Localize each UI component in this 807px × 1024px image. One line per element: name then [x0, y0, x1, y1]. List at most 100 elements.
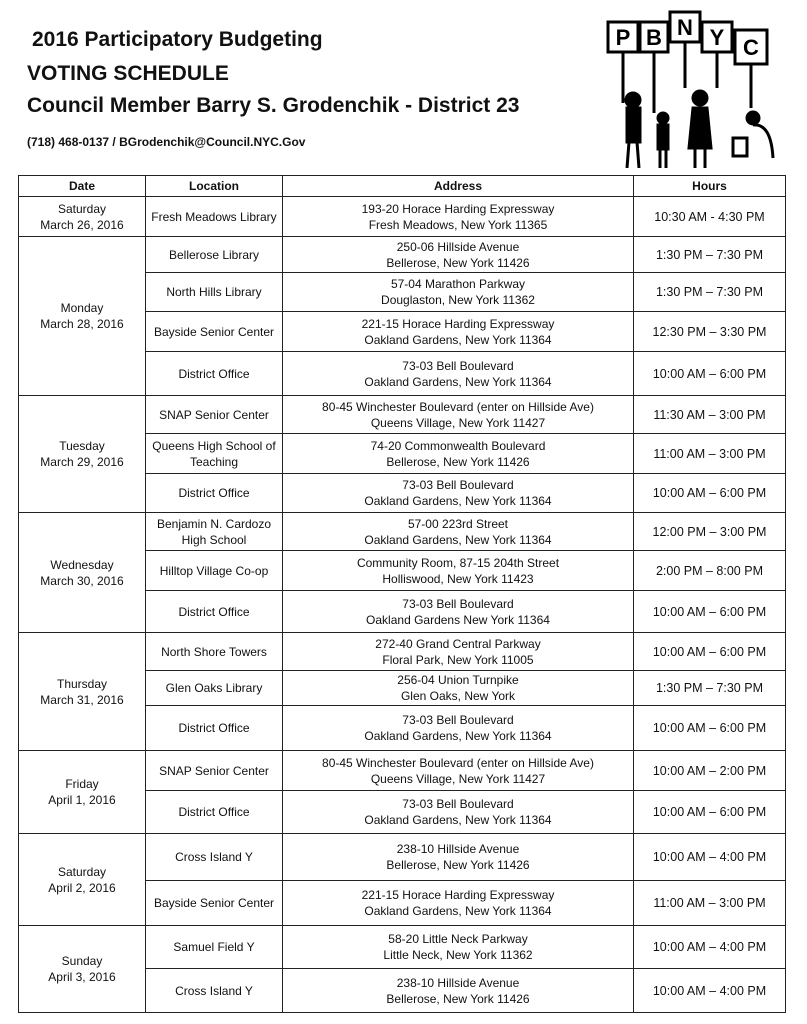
address-cell: 256-04 Union Turnpike Glen Oaks, New York: [282, 670, 634, 706]
date-cell: Tuesday March 29, 2016: [18, 395, 146, 513]
address-line-2: Oakland Gardens, New York 11364: [364, 813, 552, 827]
address-cell: 73-03 Bell Boulevard Oakland Gardens, New…: [282, 351, 634, 396]
address-line-2: Oakland Gardens, New York 11364: [364, 494, 552, 508]
address-line-1: 73-03 Bell Boulevard: [402, 713, 514, 727]
svg-text:N: N: [677, 15, 693, 40]
date: March 28, 2016: [40, 317, 124, 331]
location-cell: Glen Oaks Library: [145, 670, 283, 706]
table-row: North Hills Library 57-04 Marathon Parkwa…: [19, 272, 786, 312]
location-cell: SNAP Senior Center: [145, 395, 283, 434]
address-cell: 57-04 Marathon Parkway Douglaston, New Yo…: [282, 272, 634, 312]
table-row: District Office 73-03 Bell Boulevard Oakla…: [19, 590, 786, 633]
table-row: Hilltop Village Co-op Community Room, 87-…: [19, 550, 786, 591]
table-row: Cross Island Y 238-10 Hillside Avenue Bell…: [19, 968, 786, 1013]
location-cell: Benjamin N. Cardozo High School: [145, 512, 283, 551]
svg-text:Y: Y: [710, 25, 725, 50]
address-cell: 272-40 Grand Central Parkway Floral Park,…: [282, 632, 634, 671]
address-line-1: 73-03 Bell Boulevard: [402, 596, 514, 611]
address-cell: 58-20 Little Neck Parkway Little Neck, Ne…: [282, 925, 634, 969]
address-line-1: 73-03 Bell Boulevard: [402, 797, 514, 811]
address-line-1: 238-10 Hillside Avenue: [396, 975, 520, 990]
hours-cell: 10:00 AM – 6:00 PM: [633, 632, 786, 671]
column-header-location: Location: [145, 175, 283, 197]
location-cell: Cross Island Y: [145, 968, 283, 1013]
hours-cell: 12:30 PM – 3:30 PM: [633, 311, 786, 352]
address-cell: 193-20 Horace Harding Expressway Fresh Me…: [282, 196, 634, 237]
location-cell: Queens High School of Teaching: [145, 433, 283, 474]
location-cell: North Shore Towers: [145, 632, 283, 671]
hours-cell: 10:00 AM – 6:00 PM: [633, 351, 786, 396]
table-row: District Office 73-03 Bell Boulevard Oakla…: [19, 473, 786, 513]
address-line-1: 58-20 Little Neck Parkway: [388, 932, 528, 946]
address-line-1: 73-03 Bell Boulevard: [402, 478, 514, 492]
address-line-1: 80-45 Winchester Boulevard (enter on Hil…: [322, 755, 594, 770]
day-name: Wednesday: [50, 557, 114, 572]
address-line-1: 74-20 Commonwealth Boulevard: [370, 438, 546, 453]
table-row: Bayside Senior Center 221-15 Horace Hardi…: [19, 880, 786, 926]
table-row: Wednesday March 30, 2016 Benjamin N. Cardo…: [18, 512, 786, 633]
address-line-1: 272-40 Grand Central Parkway: [375, 636, 541, 651]
address-line-2: Bellerose, New York 11426: [386, 858, 530, 872]
title-line-2: VOTING SCHEDULE: [27, 62, 229, 85]
table-row: Monday March 28, 2016 Bellerose Library 250…: [18, 236, 786, 396]
location-cell: District Office: [145, 473, 283, 513]
location-cell: District Office: [145, 351, 283, 396]
address-cell: 250-06 Hillside Avenue Bellerose, New Yor…: [282, 236, 634, 273]
voting-schedule-table: Date Location Address Hours Saturday Marc…: [18, 175, 786, 1013]
table-row: District Office 73-03 Bell Boulevard Oakla…: [19, 790, 786, 834]
hours-cell: 1:30 PM – 7:30 PM: [633, 670, 786, 706]
date-cell: Wednesday March 30, 2016: [18, 512, 146, 633]
hours-cell: 1:30 PM – 7:30 PM: [633, 272, 786, 312]
location-cell: District Office: [145, 590, 283, 633]
table-row: District Office 73-03 Bell Boulevard Oakla…: [19, 705, 786, 751]
address-cell: 74-20 Commonwealth Boulevard Bellerose, N…: [282, 433, 634, 474]
hours-cell: 10:00 AM – 4:00 PM: [633, 968, 786, 1013]
hours-cell: 10:30 AM - 4:30 PM: [633, 196, 786, 237]
date-cell: Saturday April 2, 2016: [18, 833, 146, 926]
address-line-2: Little Neck, New York 11362: [383, 948, 533, 962]
location-cell: North Hills Library: [145, 272, 283, 312]
table-row: Queens High School of Teaching 74-20 Comm…: [19, 433, 786, 474]
location-cell: District Office: [145, 705, 283, 751]
date-cell: Thursday March 31, 2016: [18, 632, 146, 751]
address-line-2: Fresh Meadows, New York 11365: [368, 217, 548, 232]
day-name: Friday: [65, 777, 99, 791]
day-name: Thursday: [56, 676, 108, 691]
location-cell: Fresh Meadows Library: [145, 196, 283, 237]
address-cell: 80-45 Winchester Boulevard (enter on Hil…: [282, 395, 634, 434]
hours-cell: 11:00 AM – 3:00 PM: [633, 433, 786, 474]
address-line-1: 221-15 Horace Harding Expressway: [361, 888, 555, 902]
date: March 29, 2016: [40, 455, 124, 469]
address-line-2: Queens Village, New York 11427: [370, 415, 546, 430]
date: March 26, 2016: [40, 217, 124, 232]
address-cell: 73-03 Bell Boulevard Oakland Gardens New …: [282, 590, 634, 633]
address-line-1: 193-20 Horace Harding Expressway: [361, 201, 555, 216]
location-cell: Cross Island Y: [145, 833, 283, 881]
location-cell: SNAP Senior Center: [145, 750, 283, 791]
date-cell: Saturday March 26, 2016: [18, 196, 146, 237]
address-line-1: 238-10 Hillside Avenue: [396, 842, 520, 856]
address-line-1: Community Room, 87-15 204th Street: [356, 555, 560, 570]
date: March 30, 2016: [40, 573, 124, 588]
location-cell: Hilltop Village Co-op: [145, 550, 283, 591]
address-line-1: 57-00 223rd Street: [407, 516, 509, 531]
email: BGrodenchik@Council.NYC.Gov: [119, 135, 306, 149]
address-cell: 73-03 Bell Boulevard Oakland Gardens, New…: [282, 790, 634, 834]
hours-cell: 10:00 AM – 6:00 PM: [633, 590, 786, 633]
address-line-2: Oakland Gardens, New York 11364: [364, 904, 552, 918]
address-cell: 73-03 Bell Boulevard Oakland Gardens, New…: [282, 705, 634, 751]
hours-cell: 10:00 AM – 4:00 PM: [633, 833, 786, 881]
day-name: Sunday: [61, 954, 103, 968]
address-line-2: Bellerose, New York 11426: [386, 991, 530, 1006]
address-cell: 238-10 Hillside Avenue Bellerose, New Yor…: [282, 968, 634, 1013]
address-line-2: Glen Oaks, New York: [400, 689, 516, 703]
address-line-2: Bellerose, New York 11426: [386, 255, 530, 270]
title-line-1: 2016 Participatory Budgeting: [32, 28, 323, 51]
location-cell: Samuel Field Y: [145, 925, 283, 969]
title-line-3: Council Member Barry S. Grodenchik - Dis…: [27, 94, 520, 117]
day-name: Monday: [60, 301, 104, 315]
date: April 2, 2016: [48, 880, 116, 895]
address-cell: 221-15 Horace Harding Expressway Oakland …: [282, 311, 634, 352]
address-line-2: Bellerose, New York 11426: [386, 454, 530, 469]
table-row: Tuesday March 29, 2016 SNAP Senior Center 8…: [18, 395, 786, 513]
